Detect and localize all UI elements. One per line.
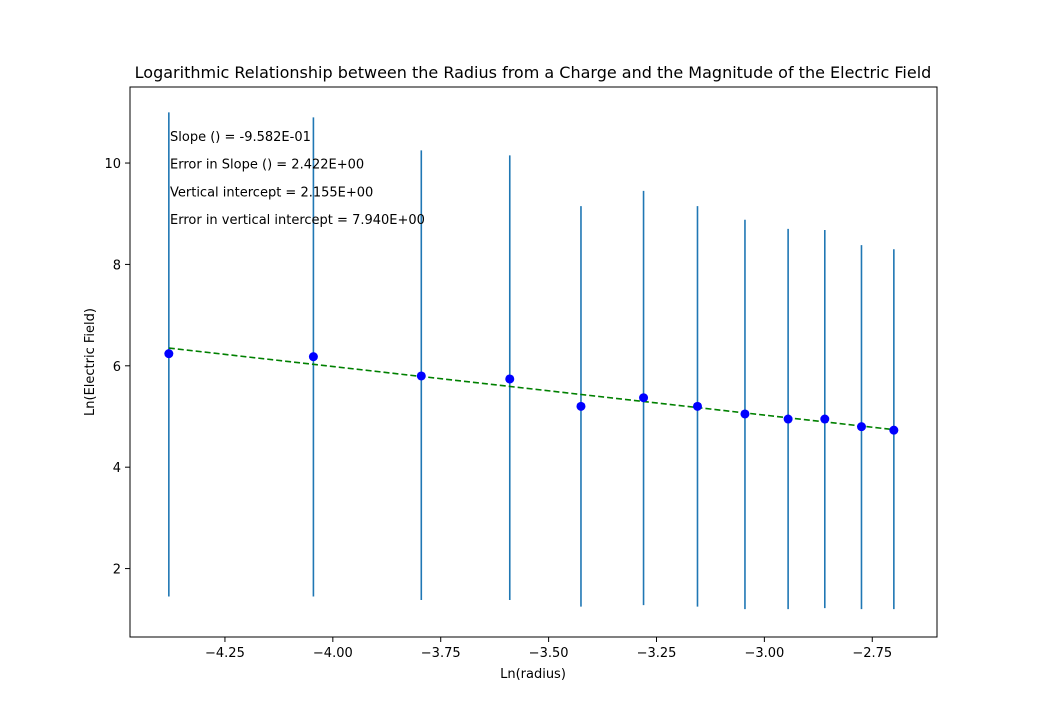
y-tick-label: 10 [104, 157, 121, 172]
data-point [692, 401, 702, 411]
data-point [783, 414, 793, 424]
y-tick-label: 8 [113, 258, 121, 273]
annotation-text: Error in vertical intercept = 7.940E+00 [170, 213, 425, 228]
plot-frame [129, 86, 938, 638]
data-point [820, 414, 830, 424]
x-tick-label: −3.25 [637, 646, 677, 661]
data-point [639, 393, 649, 403]
data-point [505, 374, 515, 384]
x-tick-label: −4.00 [313, 646, 353, 661]
annotation-text: Vertical intercept = 2.155E+00 [170, 185, 373, 200]
y-tick-label: 2 [113, 563, 121, 578]
y-tick-label: 6 [113, 360, 121, 375]
data-point [416, 371, 426, 381]
data-point [308, 352, 318, 362]
y-tick-label: 4 [113, 461, 121, 476]
x-tick-label: −3.00 [744, 646, 784, 661]
y-axis-label: Ln(Electric Field) [83, 308, 98, 416]
data-point [889, 425, 899, 435]
x-tick-label: −3.75 [421, 646, 461, 661]
data-point [740, 409, 750, 419]
data-point [856, 422, 866, 432]
annotation-text: Error in Slope () = 2.422E+00 [170, 158, 364, 173]
fit-line [168, 347, 894, 431]
data-point [576, 401, 586, 411]
x-tick-label: −2.75 [852, 646, 892, 661]
annotation-text: Slope () = -9.582E-01 [170, 130, 311, 145]
x-axis-label: Ln(radius) [500, 667, 566, 682]
chart-title: Logarithmic Relationship between the Rad… [135, 63, 932, 82]
x-tick-label: −3.50 [529, 646, 569, 661]
x-tick-label: −4.25 [205, 646, 245, 661]
data-point [164, 349, 174, 359]
plot-area: −4.25 −4.00 −3.75 −3.50 −3.25 −3.00 −2.75 2 4 6 8 1… [104, 86, 938, 661]
